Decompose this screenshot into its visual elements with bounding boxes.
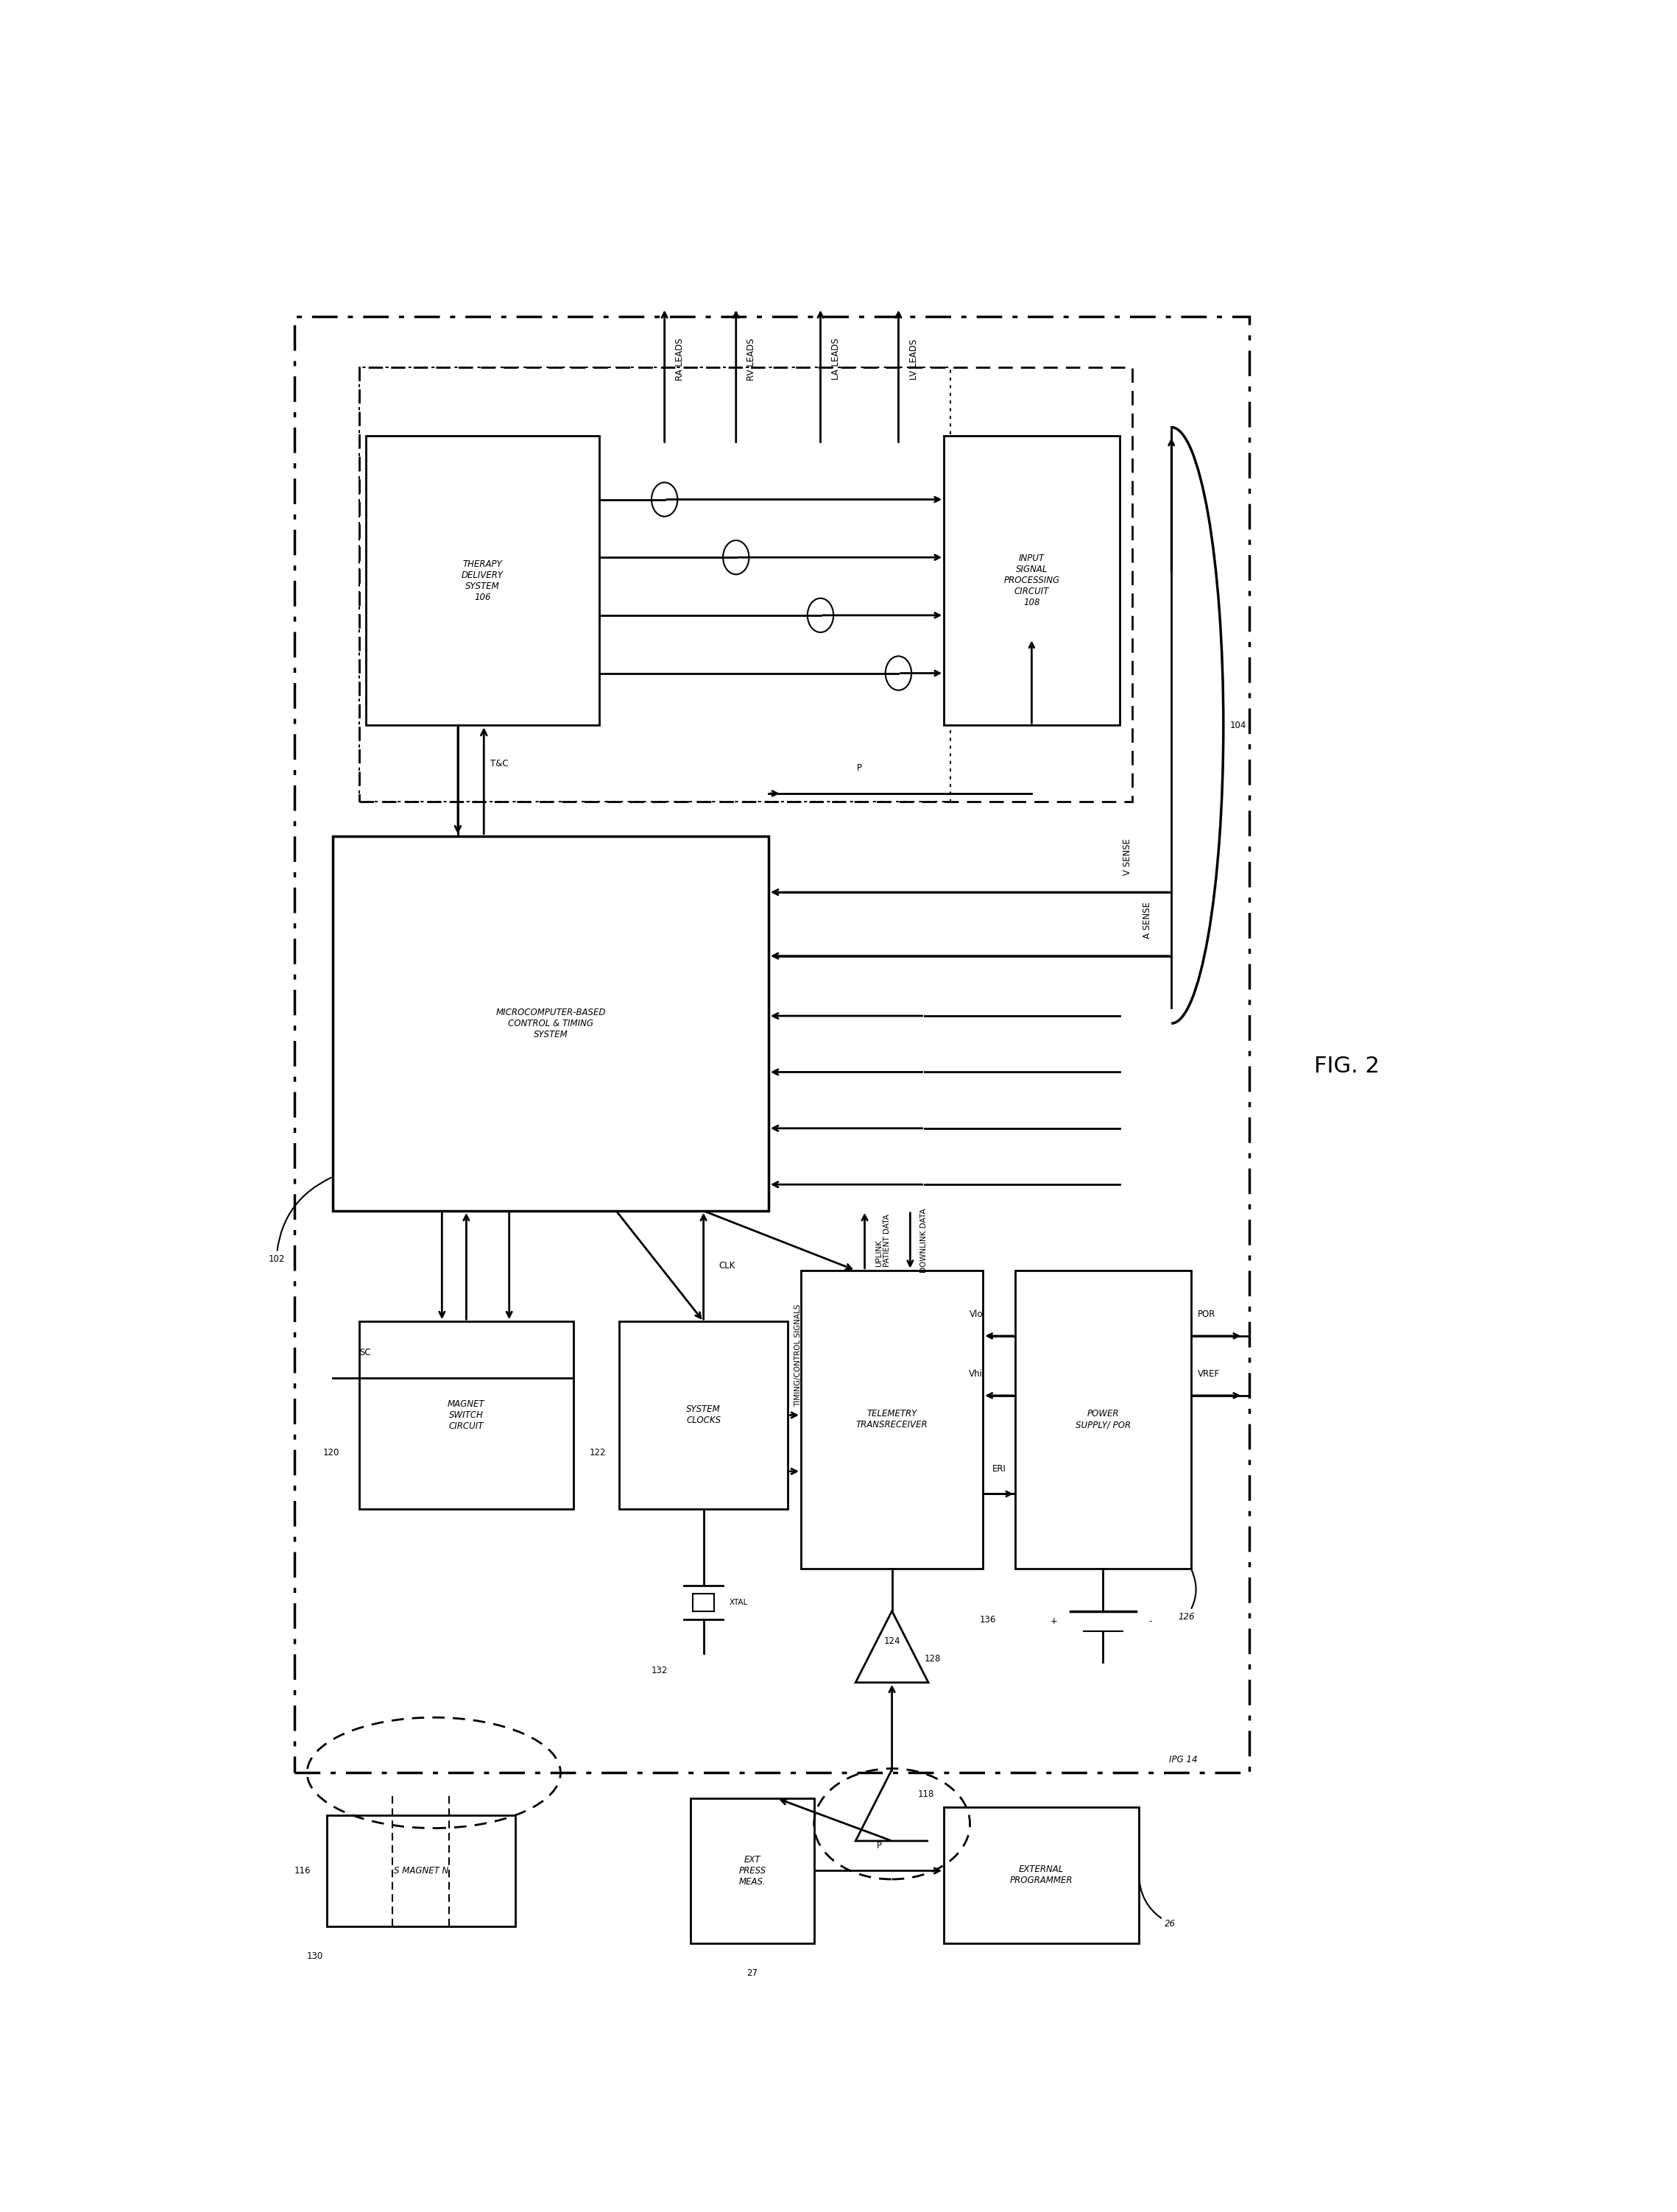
Text: INPUT
SIGNAL
PROCESSING
CIRCUIT
108: INPUT SIGNAL PROCESSING CIRCUIT 108 bbox=[1003, 553, 1060, 608]
Text: -: - bbox=[1149, 1617, 1152, 1626]
Text: Vlo: Vlo bbox=[969, 1310, 983, 1318]
Text: POWER
SUPPLY/ POR: POWER SUPPLY/ POR bbox=[1075, 1409, 1130, 1429]
Text: DOWNLINK DATA: DOWNLINK DATA bbox=[921, 1208, 927, 1272]
Text: IPG 14: IPG 14 bbox=[1169, 1754, 1197, 1765]
Text: T&C: T&C bbox=[490, 759, 508, 768]
Bar bbox=[327, 1816, 515, 1927]
Text: MICROCOMPUTER-BASED
CONTROL & TIMING
SYSTEM: MICROCOMPUTER-BASED CONTROL & TIMING SYS… bbox=[496, 1006, 605, 1040]
Text: LA LEADS: LA LEADS bbox=[830, 338, 840, 380]
Text: P: P bbox=[857, 763, 862, 772]
Text: TIMING/CONTROL SIGNALS: TIMING/CONTROL SIGNALS bbox=[795, 1303, 802, 1407]
Text: 136: 136 bbox=[979, 1615, 996, 1624]
Text: 130: 130 bbox=[307, 1951, 324, 1962]
Text: 128: 128 bbox=[924, 1655, 941, 1663]
Bar bbox=[693, 1595, 714, 1610]
Bar bbox=[366, 436, 600, 726]
Text: +: + bbox=[1050, 1617, 1058, 1626]
Text: 116: 116 bbox=[295, 1867, 310, 1876]
Text: 120: 120 bbox=[324, 1449, 340, 1458]
Text: 27: 27 bbox=[746, 1969, 758, 1978]
Text: LV LEADS: LV LEADS bbox=[909, 338, 919, 380]
Text: FIG. 2: FIG. 2 bbox=[1315, 1055, 1380, 1077]
Text: 122: 122 bbox=[589, 1449, 605, 1458]
Text: SC: SC bbox=[359, 1347, 371, 1358]
Text: V SENSE: V SENSE bbox=[1124, 838, 1132, 876]
Text: CLK: CLK bbox=[719, 1261, 736, 1272]
Bar bbox=[944, 436, 1120, 726]
Bar bbox=[619, 1321, 788, 1509]
Bar bbox=[802, 1270, 983, 1568]
Bar bbox=[359, 367, 1132, 803]
Text: UPLINK
PATIENT DATA: UPLINK PATIENT DATA bbox=[875, 1214, 890, 1267]
Bar bbox=[1016, 1270, 1191, 1568]
Bar bbox=[944, 1807, 1139, 1942]
Text: VREF: VREF bbox=[1197, 1369, 1219, 1378]
Bar bbox=[359, 367, 951, 803]
Text: TELEMETRY
TRANSRECEIVER: TELEMETRY TRANSRECEIVER bbox=[855, 1409, 927, 1429]
Text: EXTERNAL
PROGRAMMER: EXTERNAL PROGRAMMER bbox=[1010, 1865, 1073, 1885]
Text: MAGNET
SWITCH
CIRCUIT: MAGNET SWITCH CIRCUIT bbox=[448, 1400, 485, 1431]
Bar bbox=[293, 316, 1249, 1772]
Bar bbox=[334, 836, 768, 1210]
Text: 126: 126 bbox=[1177, 1571, 1196, 1621]
Bar bbox=[691, 1798, 813, 1942]
Text: 104: 104 bbox=[1229, 721, 1246, 730]
Text: A SENSE: A SENSE bbox=[1142, 902, 1152, 938]
Text: XTAL: XTAL bbox=[729, 1599, 748, 1606]
Text: ERI: ERI bbox=[993, 1464, 1006, 1473]
Bar bbox=[359, 1321, 574, 1509]
Text: 102: 102 bbox=[268, 1177, 332, 1263]
Text: THERAPY
DELIVERY
SYSTEM
106: THERAPY DELIVERY SYSTEM 106 bbox=[461, 560, 503, 602]
Text: Vhi: Vhi bbox=[969, 1369, 983, 1378]
Text: 118: 118 bbox=[917, 1790, 934, 1798]
Text: P: P bbox=[877, 1840, 882, 1849]
Text: S MAGNET N: S MAGNET N bbox=[394, 1867, 448, 1876]
Text: SYSTEM
CLOCKS: SYSTEM CLOCKS bbox=[686, 1405, 721, 1425]
Text: 132: 132 bbox=[652, 1666, 667, 1674]
Text: 124: 124 bbox=[884, 1637, 901, 1646]
Text: RA LEADS: RA LEADS bbox=[674, 338, 684, 380]
Text: POR: POR bbox=[1197, 1310, 1216, 1318]
Text: EXT
PRESS
MEAS.: EXT PRESS MEAS. bbox=[738, 1856, 766, 1887]
Text: RV LEADS: RV LEADS bbox=[746, 338, 756, 380]
Text: 26: 26 bbox=[1139, 1878, 1176, 1929]
